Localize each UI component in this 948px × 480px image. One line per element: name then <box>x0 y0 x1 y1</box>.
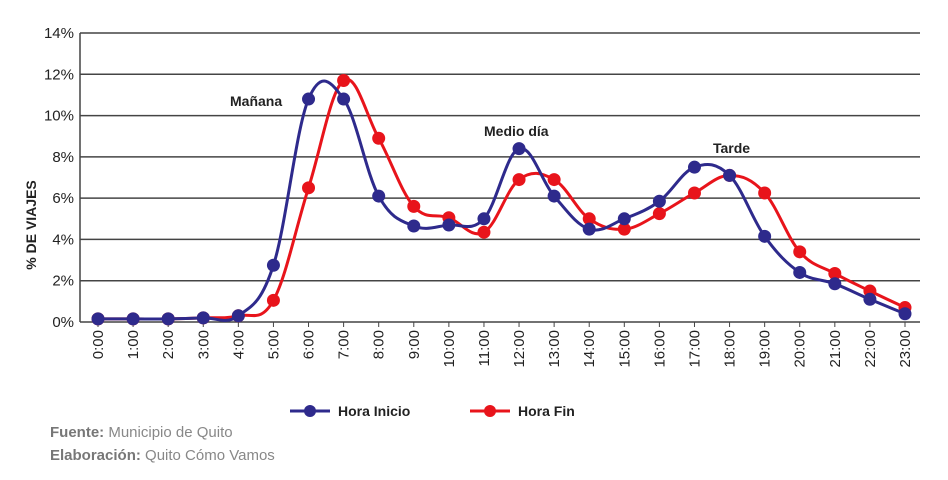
legend: Hora Inicio Hora Fin <box>290 403 575 419</box>
elaboration-label: Elaboración: <box>50 447 141 464</box>
y-axis-label: % DE VIAJES <box>23 180 39 269</box>
data-point-series-1 <box>652 207 666 221</box>
x-tick-label: 21:00 <box>827 330 844 368</box>
data-point-series-1 <box>617 222 631 236</box>
annotation-medio-dia: Medio día <box>484 123 549 139</box>
data-point-series-1 <box>758 186 772 200</box>
x-tick-label: 19:00 <box>757 330 774 368</box>
data-point-series-0 <box>266 258 280 272</box>
source-value: Municipio de Quito <box>108 424 233 441</box>
x-tick-label: 0:00 <box>90 330 107 359</box>
data-point-series-1 <box>477 225 491 239</box>
data-point-series-0 <box>863 292 877 306</box>
data-point-series-1 <box>582 212 596 226</box>
data-point-series-0 <box>758 229 772 243</box>
x-tick-label: 6:00 <box>301 330 318 359</box>
x-tick-label: 2:00 <box>160 330 177 359</box>
legend-label-inicio: Hora Inicio <box>338 403 410 419</box>
data-point-series-1 <box>512 173 526 187</box>
data-point-series-0 <box>723 168 737 182</box>
elaboration-line: Elaboración: Quito Cómo Vamos <box>50 447 275 464</box>
x-tick-label: 3:00 <box>195 330 212 359</box>
x-tick-label: 11:00 <box>476 330 493 366</box>
x-tick-label: 9:00 <box>406 330 423 359</box>
x-tick-label: 14:00 <box>581 330 598 368</box>
data-point-series-0 <box>687 160 701 174</box>
data-point-series-0 <box>196 311 210 325</box>
x-tick-label: 15:00 <box>616 330 633 368</box>
data-point-series-1 <box>337 73 351 87</box>
y-tick-label: 14% <box>44 25 74 42</box>
x-tick-label: 1:00 <box>125 330 142 359</box>
data-point-series-0 <box>231 309 245 323</box>
data-point-series-1 <box>547 173 561 187</box>
source-line: Fuente: Municipio de Quito <box>50 424 233 441</box>
annotation-tarde: Tarde <box>713 140 750 156</box>
data-point-series-0 <box>582 222 596 236</box>
x-tick-label: 8:00 <box>371 330 388 359</box>
data-point-series-0 <box>547 189 561 203</box>
data-point-series-0 <box>126 312 140 326</box>
x-tick-label: 23:00 <box>897 330 914 368</box>
data-point-series-0 <box>898 307 912 321</box>
x-tick-label: 17:00 <box>686 330 703 368</box>
data-point-series-0 <box>337 92 351 106</box>
x-tick-label: 22:00 <box>862 330 879 368</box>
data-point-series-1 <box>372 131 386 145</box>
series-line-0 <box>97 79 906 322</box>
data-point-series-1 <box>793 245 807 259</box>
data-point-series-1 <box>828 266 842 280</box>
x-tick-label: 12:00 <box>511 330 528 368</box>
x-tick-label: 18:00 <box>722 330 739 368</box>
legend-marker-inicio <box>304 405 316 417</box>
y-tick-label: 4% <box>52 231 74 248</box>
source-label: Fuente: <box>50 424 105 441</box>
x-tick-label: 13:00 <box>546 330 563 368</box>
data-point-series-1 <box>266 293 280 307</box>
y-tick-label: 2% <box>52 273 74 290</box>
legend-marker-fin <box>484 405 496 417</box>
x-tick-label: 20:00 <box>792 330 809 368</box>
data-point-series-0 <box>442 218 456 232</box>
data-point-series-0 <box>161 312 175 326</box>
y-tick-label: 12% <box>44 66 74 83</box>
data-point-series-0 <box>652 194 666 208</box>
x-tick-label: 10:00 <box>441 330 458 368</box>
legend-label-fin: Hora Fin <box>518 403 575 419</box>
x-tick-label: 16:00 <box>651 330 668 368</box>
data-point-series-1 <box>302 181 316 195</box>
x-tick-label: 4:00 <box>230 330 247 359</box>
annotation-manana: Mañana <box>230 93 282 109</box>
data-point-series-0 <box>617 212 631 226</box>
data-point-series-0 <box>407 219 421 233</box>
data-point-series-0 <box>302 92 316 106</box>
data-point-series-1 <box>407 199 421 213</box>
y-tick-label: 10% <box>44 108 74 125</box>
data-point-series-0 <box>512 142 526 156</box>
y-tick-label: 0% <box>52 314 74 331</box>
data-point-series-0 <box>828 277 842 291</box>
data-point-series-0 <box>793 265 807 279</box>
x-tick-label: 5:00 <box>265 330 282 359</box>
data-point-series-0 <box>372 189 386 203</box>
y-tick-label: 6% <box>52 190 74 207</box>
data-point-series-0 <box>477 212 491 226</box>
data-point-series-0 <box>91 312 105 326</box>
x-tick-label: 7:00 <box>336 330 353 359</box>
y-tick-label: 8% <box>52 149 74 166</box>
elaboration-value: Quito Cómo Vamos <box>145 447 275 464</box>
data-point-series-1 <box>687 186 701 200</box>
